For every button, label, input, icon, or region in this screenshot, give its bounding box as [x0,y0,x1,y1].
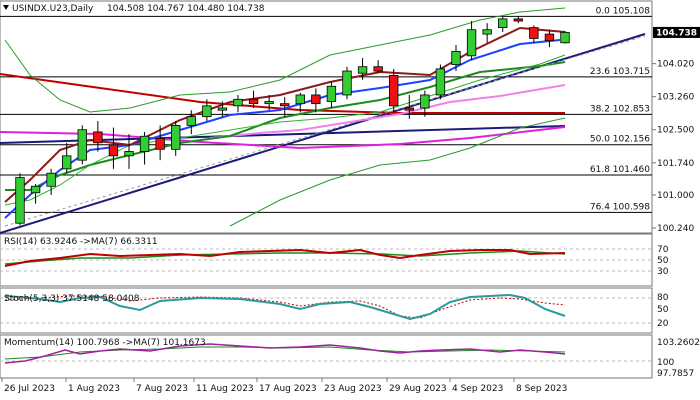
candles [15,16,570,226]
stoch-series [0,293,652,324]
candle-body [264,101,274,105]
momentum-level-label-low: 97.7857 [657,369,694,379]
candle-body [139,135,150,152]
candle-body [544,33,555,42]
stoch-level-label-80: 80 [657,293,669,303]
candle-body [529,27,539,39]
rsi-line [4,248,566,267]
header-triangle-icon [3,5,9,10]
ma-brown [4,26,566,203]
ma-green-dark [5,61,566,191]
candle-body [217,107,228,111]
candle-body [280,103,290,107]
candle-body [295,94,305,105]
price-label-6: 100.240 [657,224,694,234]
candle-body [124,151,134,157]
ma-red-long [0,73,565,114]
rsi-level-label-50: 50 [657,256,669,266]
ma-green-light [4,54,566,206]
bb-lower [229,117,566,227]
price-label-1: 104.020 [657,60,694,70]
momentum-label: Momentum(14) 100.7968 ->MA(7) 101.1673 [4,338,206,348]
date-label-8: 8 Sep 2023 [516,384,567,394]
candle-body [15,177,25,224]
candle-body [513,18,523,22]
price-label-5: 101.000 [657,191,694,201]
candle-body [404,107,414,111]
stoch-signal-line [4,295,566,319]
candle-body [108,144,119,157]
main-panel [0,0,653,234]
candle-body [357,66,368,74]
price-label-3: 102.500 [657,126,694,136]
stoch-level-label-50: 50 [657,305,669,315]
momentum-line [4,343,566,364]
rsi-series [0,248,652,272]
date-label-3: 11 Aug 2023 [196,384,254,394]
candle-body [248,98,259,105]
candle-body [93,131,103,144]
date-label-2: 7 Aug 2023 [136,384,188,394]
candle-body [466,29,477,57]
fib-label-5: 76.4 100.598 [590,202,650,212]
candle-body [77,129,87,161]
candle-body [342,70,352,96]
price-label-4: 101.740 [657,159,694,169]
candle-body [420,94,430,109]
candle-body [155,138,165,150]
header-symbol: USINDX.U23,Daily [12,4,94,14]
candle-body [186,116,196,126]
candle-body [482,29,492,35]
momentum-series [0,343,652,364]
date-label-6: 29 Aug 2023 [389,384,447,394]
fib-label-0: 0.0 105.108 [596,6,651,16]
candle-body [389,74,399,107]
date-label-5: 23 Aug 2023 [324,384,382,394]
candle-body [233,98,243,107]
rsi-panel [0,233,653,287]
momentum-panel [0,334,653,379]
candle-body [202,105,212,118]
date-label-7: 4 Sep 2023 [452,384,503,394]
price-label-2: 103.260 [657,93,694,103]
candle-body [373,66,383,72]
rsi-ma-line [4,250,566,265]
stoch-line [4,293,566,321]
candle-body [435,68,446,96]
last-price-label: 104.738 [656,28,697,38]
fib-label-4: 61.8 101.460 [590,165,650,175]
candle-body [451,51,461,65]
date-label-4: 17 Aug 2023 [259,384,317,394]
stoch-panel [0,287,653,334]
candle-body [171,124,181,150]
candle-body [311,94,321,105]
fib-label-2: 38.2 102.853 [590,104,650,114]
date-axis: 26 Jul 2023 1 Aug 2023 7 Aug 2023 11 Aug 20… [1,378,567,394]
momentum-level-label-high: 103.2602 [657,338,700,348]
rsi-level-label-70: 70 [657,245,669,255]
candle-body [62,155,72,170]
header-bg [1,2,241,13]
ma-pink [209,84,566,139]
candle-body [46,172,56,187]
candle-body [560,31,570,44]
stoch-level-label-20: 20 [657,319,669,329]
last-price-box [653,26,700,38]
header-ohlc: 104.508 104.767 104.480 104.738 [107,4,265,14]
fib-label-1: 23.6 103.715 [590,67,650,77]
stoch-label: Stoch(5,3,3) 37.5148 58.0408 [4,294,140,304]
rsi-label: RSI(14) 63.9246 ->MA(7) 66.3311 [4,237,158,247]
candle-body [326,85,337,102]
candle-body [30,185,41,194]
rsi-level-label-30: 30 [657,267,669,277]
candle-body [498,18,508,28]
date-label-1: 1 Aug 2023 [68,384,120,394]
fib-levels: 0.0 105.108 23.6 103.715 38.2 102.853 50.0 … [0,6,652,213]
date-label-0: 26 Jul 2023 [4,384,55,394]
fib-label-3: 50.0 102.156 [590,135,650,145]
price-axis: 104.020 103.260 102.500 101.740 101.000 100.2… [652,60,694,234]
momentum-level-label-100: 100 [657,358,674,368]
